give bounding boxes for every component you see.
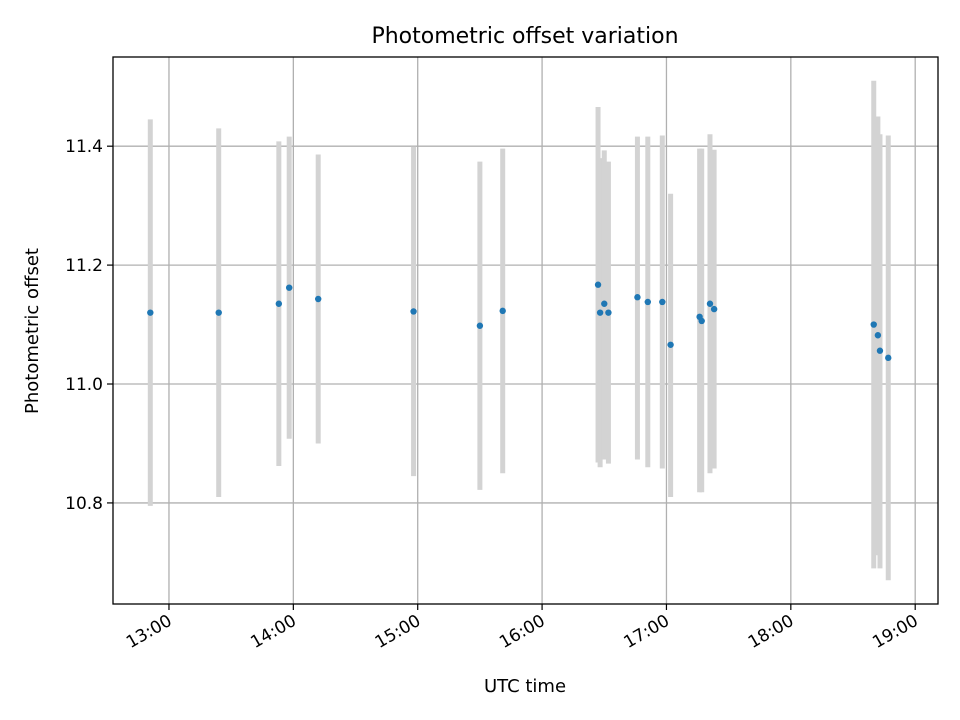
data-point xyxy=(476,322,484,329)
data-points xyxy=(147,281,892,362)
plot-frame xyxy=(112,56,939,605)
data-point xyxy=(605,309,612,316)
data-point xyxy=(698,317,705,325)
y-axis-label: Photometric offset xyxy=(22,248,43,414)
data-point xyxy=(596,309,604,316)
y-tick-label: 11.4 xyxy=(65,137,103,157)
y-tick-label: 10.8 xyxy=(65,494,103,514)
data-point xyxy=(594,281,602,288)
x-tick-label: 16:00 xyxy=(496,611,548,653)
data-point xyxy=(870,321,877,328)
data-point xyxy=(634,294,641,301)
data-point xyxy=(410,308,417,315)
data-point xyxy=(659,298,666,306)
data-point xyxy=(315,295,322,303)
data-point xyxy=(601,300,608,307)
y-tick-label: 11.2 xyxy=(65,256,103,276)
data-point xyxy=(667,341,674,348)
data-point xyxy=(499,307,506,315)
data-point xyxy=(147,309,154,316)
x-tick-label: 13:00 xyxy=(123,611,175,653)
data-point xyxy=(876,347,884,354)
data-point xyxy=(215,309,222,316)
y-tick-label: 11.0 xyxy=(65,375,103,395)
x-tick-label: 17:00 xyxy=(621,611,673,653)
data-point xyxy=(885,354,892,362)
x-tick-label: 18:00 xyxy=(745,611,797,653)
data-point xyxy=(275,300,283,307)
data-point xyxy=(644,298,651,306)
axis-ticks: 13:00 14:00 15:00 16:00 17:00 18:00 19:00 10.8 1… xyxy=(65,137,922,653)
chart-title: Photometric offset variation xyxy=(371,24,678,49)
x-tick-label: 15:00 xyxy=(372,611,424,653)
data-point xyxy=(710,305,718,313)
x-tick-label: 14:00 xyxy=(247,611,299,653)
data-point xyxy=(874,332,882,339)
grid xyxy=(113,57,938,604)
data-point xyxy=(706,300,714,307)
error-bars xyxy=(147,80,891,581)
x-axis-label: UTC time xyxy=(484,676,566,697)
data-point xyxy=(285,284,293,291)
x-tick-label: 19:00 xyxy=(869,611,921,653)
